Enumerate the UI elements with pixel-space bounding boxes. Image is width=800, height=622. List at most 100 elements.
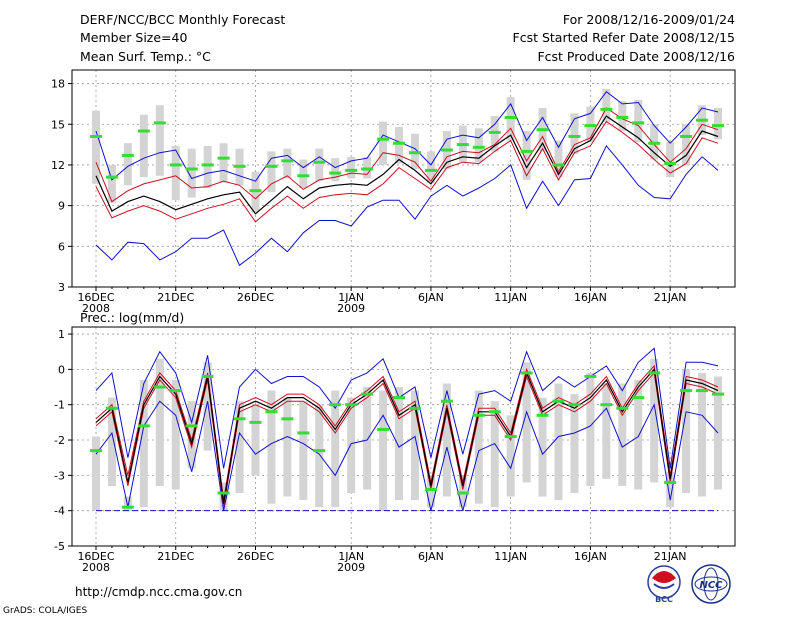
median-marker — [233, 417, 246, 421]
median-marker — [153, 121, 166, 125]
ensemble-box — [139, 114, 148, 178]
forecast-started-date: Fcst Started Refer Date 2008/12/15 — [513, 30, 736, 45]
y-tick-label: -3 — [54, 469, 65, 482]
ensemble-box — [203, 362, 212, 451]
ensemble-box — [155, 358, 164, 486]
x-tick-label: 21DEC — [157, 291, 194, 304]
ensemble-box — [107, 164, 116, 203]
ensemble-box — [331, 158, 340, 182]
ensemble-box — [347, 397, 356, 494]
median-marker — [329, 403, 342, 407]
ensemble-box — [267, 390, 276, 504]
median-marker — [169, 163, 182, 167]
x-tick-label: 16JAN — [574, 291, 607, 304]
x-tick-label: 26DEC — [237, 291, 274, 304]
ensemble-box — [139, 379, 148, 508]
x-tick-label: 16DEC — [77, 550, 114, 563]
ensemble-box — [171, 145, 180, 201]
x-tick-label: 1JAN — [338, 291, 364, 304]
median-marker — [456, 143, 469, 147]
median-marker — [201, 374, 214, 378]
median-marker — [472, 145, 485, 149]
ensemble-box — [235, 401, 244, 494]
y-tick-label: 18 — [51, 78, 65, 91]
ensemble-box — [666, 471, 675, 508]
median-marker — [712, 392, 724, 396]
ensemble-box — [634, 99, 643, 142]
ensemble-box — [570, 394, 579, 494]
ensemble-box — [426, 151, 435, 183]
median-marker — [169, 389, 182, 393]
median-marker — [504, 435, 517, 438]
ensemble-box — [395, 126, 404, 164]
x-year-label: 2009 — [337, 561, 365, 574]
ensemble-box — [379, 390, 388, 511]
median-marker — [440, 148, 453, 152]
median-marker — [664, 480, 677, 484]
ensemble-box — [315, 404, 324, 508]
ensemble-box — [506, 415, 515, 497]
ensemble-box — [219, 143, 228, 183]
median-marker — [632, 396, 645, 400]
ensemble-box — [602, 88, 611, 122]
median-marker — [249, 189, 262, 193]
chart-title: DERF/NCC/BCC Monthly Forecast — [80, 12, 285, 27]
median-marker — [584, 124, 597, 128]
median-marker — [520, 371, 533, 375]
ensemble-box — [634, 379, 643, 490]
series-upper-line — [95, 364, 719, 501]
median-marker — [201, 163, 214, 167]
x-tick-label: 11JAN — [494, 550, 527, 563]
precipitation-panel: -5 -4 -3 -2 -1 0 1 16DEC 21DEC 26DEC 1JAN 6JAN 11JAN… — [54, 326, 736, 574]
median-marker — [520, 149, 533, 153]
ensemble-box — [570, 113, 579, 155]
ensemble-box — [474, 390, 483, 504]
median-marker — [552, 399, 565, 403]
x-tick-label: 11JAN — [494, 291, 527, 304]
median-marker — [632, 121, 645, 125]
ensemble-box — [714, 107, 722, 140]
ensemble-box — [650, 358, 659, 483]
x-tick-label: 16JAN — [574, 550, 607, 563]
ensemble-box — [554, 383, 563, 501]
median-marker — [377, 137, 390, 141]
median-marker — [393, 396, 406, 400]
y-tick-label: 9 — [58, 200, 65, 213]
median-marker — [185, 167, 198, 171]
x-tick-label: 21DEC — [157, 550, 194, 563]
series-lower-line — [95, 371, 719, 508]
ensemble-box — [682, 369, 691, 494]
median-marker — [680, 134, 693, 138]
bcc-logo-text: BCC — [655, 595, 673, 604]
median-marker — [600, 107, 613, 111]
ncc-logo-text: NCC — [699, 580, 723, 591]
ensemble-box — [267, 151, 276, 193]
median-marker — [408, 151, 421, 155]
median-marker — [696, 118, 709, 122]
median-marker — [297, 174, 310, 178]
median-marker — [137, 129, 150, 133]
x-tick-label: 6JAN — [418, 291, 444, 304]
member-size-label: Member Size=40 — [80, 30, 187, 45]
median-marker — [488, 410, 501, 414]
median-marker — [664, 162, 677, 166]
median-marker — [408, 406, 421, 410]
median-marker — [440, 399, 453, 403]
ensemble-box — [586, 372, 595, 486]
median-marker — [648, 141, 661, 145]
x-tick-label: 16DEC — [77, 291, 114, 304]
median-marker — [345, 403, 358, 407]
footer-url[interactable]: http://cmdp.ncc.cma.gov.cn — [75, 585, 242, 599]
y-tick-label: -1 — [54, 399, 65, 412]
median-marker — [265, 410, 278, 414]
median-marker — [313, 160, 326, 164]
ensemble-box — [283, 397, 292, 497]
grads-credit: GrADS: COLA/IGES — [3, 606, 87, 616]
ensemble-box — [299, 401, 308, 501]
series-min-line — [95, 144, 719, 267]
median-marker — [696, 389, 709, 393]
median-marker — [105, 175, 118, 179]
precip-panel-title: Prec.: log(mm/d) — [80, 310, 184, 325]
ensemble-box — [474, 128, 483, 163]
